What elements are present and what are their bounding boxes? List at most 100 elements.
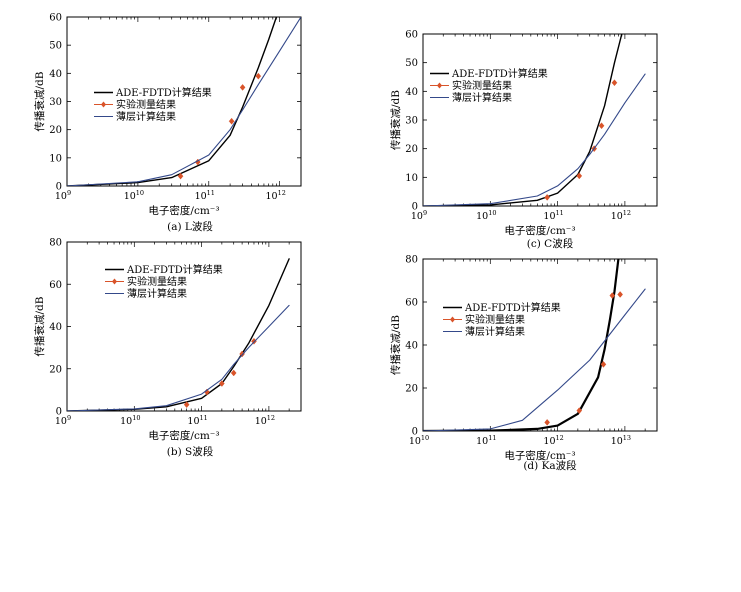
x-tick-label: 1012: [611, 209, 631, 222]
panel-caption: (c) C波段: [527, 237, 574, 250]
legend-entry: 实验测量结果: [465, 313, 525, 326]
y-tick-label: 80: [49, 238, 62, 249]
legend-entry: ADE-FDTD计算结果: [451, 67, 548, 80]
y-tick-label: 20: [405, 144, 418, 155]
x-tick-label: 1010: [409, 434, 429, 447]
plot-area: [423, 259, 646, 431]
series-line-2: [67, 304, 290, 411]
plot-area: [423, 34, 646, 206]
y-axis-label: 传播衰减/dB: [389, 315, 402, 375]
data-point: [239, 84, 246, 91]
data-point: [219, 380, 225, 387]
data-point: [544, 419, 550, 426]
data-point: [177, 172, 184, 180]
series-line-2: [423, 73, 646, 206]
x-tick-label: 1010: [124, 189, 144, 202]
y-tick-label: 60: [405, 30, 418, 41]
data-point: [600, 360, 607, 368]
series-line-2: [423, 288, 646, 431]
x-tick-label: 109: [55, 189, 71, 202]
data-point: [228, 117, 235, 125]
x-tick-label: 109: [411, 209, 427, 222]
y-tick-label: 40: [405, 87, 418, 98]
legend-entry: 实验测量结果: [127, 275, 187, 288]
legend-entry: ADE-FDTD计算结果: [115, 86, 212, 99]
data-point: [611, 79, 618, 87]
legend-entry: ADE-FDTD计算结果: [126, 263, 223, 276]
legend-entry: 薄层计算结果: [116, 110, 176, 123]
data-point: [617, 291, 623, 298]
data-point: [544, 194, 550, 201]
x-tick-label: 1011: [543, 209, 563, 222]
y-tick-label: 20: [405, 384, 418, 395]
panel-caption: (d) Ka波段: [523, 459, 577, 472]
x-axis-label: 电子密度/cm⁻³: [148, 204, 219, 217]
x-tick-label: 1010: [476, 209, 496, 222]
y-tick-label: 40: [49, 69, 62, 80]
y-tick-label: 0: [412, 427, 418, 438]
legend-marker: [437, 82, 442, 89]
legend-marker: [112, 278, 117, 285]
x-axis-label: 电子密度/cm⁻³: [504, 449, 575, 462]
y-axis-label: 传播衰减/dB: [33, 71, 46, 131]
legend-entry: 薄层计算结果: [465, 325, 525, 338]
plot-area: [67, 17, 301, 186]
y-tick-label: 0: [56, 182, 62, 193]
series-line-0: [423, 34, 623, 206]
x-tick-label: 1013: [611, 434, 631, 447]
y-tick-label: 60: [49, 13, 62, 24]
data-point: [576, 172, 583, 180]
y-tick-label: 30: [405, 116, 418, 127]
plot-frame: [66, 16, 302, 187]
series-line-0: [423, 259, 620, 431]
x-tick-label: 1012: [543, 434, 563, 447]
data-point: [183, 401, 190, 409]
chart-panel-1: 0 20 40 60 80 109 1010 1011 1012 电子密度/cm⁻³ 传播衰减/dB…: [33, 238, 302, 458]
y-tick-label: 60: [49, 280, 62, 291]
legend-entry: 薄层计算结果: [127, 287, 187, 300]
y-tick-label: 40: [49, 322, 62, 333]
x-tick-label: 109: [55, 414, 71, 427]
data-point: [609, 292, 616, 299]
x-tick-label: 1011: [187, 414, 207, 427]
y-tick-label: 40: [405, 341, 418, 352]
series-line-2: [67, 17, 301, 186]
plot-area: [67, 258, 290, 411]
plot-frame: [422, 33, 658, 207]
panel-caption: (a) L波段: [167, 220, 213, 233]
data-point: [230, 369, 237, 377]
chart-panel-0: 0 10 20 30 40 50 60 109 1010 1011 1012 电子密度/cm⁻³ 传播衰…: [33, 13, 302, 233]
legend-entry: 实验测量结果: [452, 79, 512, 92]
y-tick-label: 20: [49, 364, 62, 375]
x-axis-label: 电子密度/cm⁻³: [504, 224, 575, 237]
chart-panel-3: 0 20 40 60 80 1010 1011 1012 1013 电子密度/cm⁻³ 传播衰减/d…: [389, 255, 658, 472]
y-tick-label: 20: [49, 125, 62, 136]
chart-panel-2: 0 10 20 30 40 50 60 109 1010 1011 1012 电子密度/cm⁻³ 传播衰…: [389, 30, 658, 250]
y-axis-label: 传播衰减/dB: [33, 296, 46, 356]
data-point: [255, 72, 262, 80]
y-tick-label: 10: [405, 173, 418, 184]
legend-entry: 实验测量结果: [116, 98, 176, 111]
x-axis-label: 电子密度/cm⁻³: [148, 429, 219, 442]
y-tick-label: 0: [56, 407, 62, 418]
legend-entry: 薄层计算结果: [452, 91, 512, 104]
y-tick-label: 50: [49, 41, 62, 52]
panel-caption: (b) S波段: [167, 445, 214, 458]
legend-entry: ADE-FDTD计算结果: [464, 301, 561, 314]
y-tick-label: 0: [412, 202, 418, 213]
series-line-0: [67, 17, 278, 186]
x-tick-label: 1010: [120, 414, 140, 427]
x-tick-label: 1011: [476, 434, 496, 447]
y-tick-label: 30: [49, 97, 62, 108]
y-axis-label: 传播衰减/dB: [389, 90, 402, 150]
x-tick-label: 1012: [255, 414, 275, 427]
y-tick-label: 80: [405, 255, 418, 266]
y-tick-label: 50: [405, 58, 418, 69]
data-point: [598, 122, 605, 130]
